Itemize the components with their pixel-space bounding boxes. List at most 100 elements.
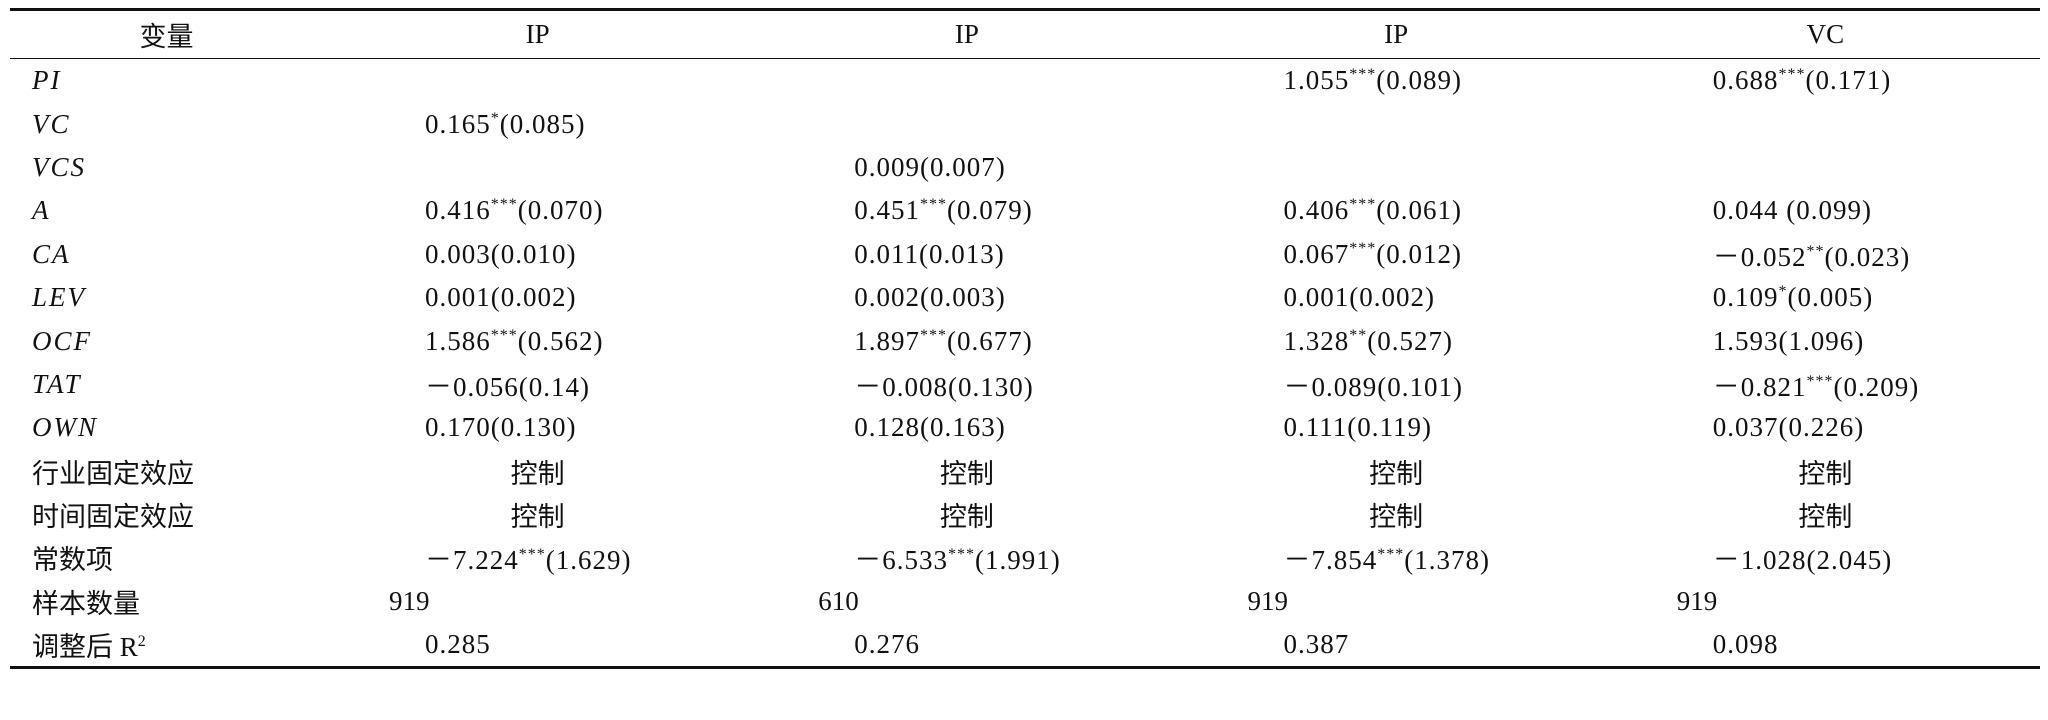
coefficient: －0.821 [1712,371,1807,402]
regression-table: 变量 IP IP IP VC PI 1.055***(0.089) 0.688***(0.1… [10,8,2040,669]
std-error: (1.629) [545,545,632,576]
significance: *** [920,326,947,344]
significance: ** [1349,326,1368,344]
value-cell: 0.285 [425,629,491,660]
value-cell: 控制 [939,502,994,533]
coefficient: 0.688 [1712,65,1779,96]
value-cell: 919 [1247,585,1289,616]
table-row: 时间固定效应 控制 控制 控制 控制 [10,493,2040,536]
label-text: 常数项 [32,545,113,576]
table-row: OCF 1.586***(0.562) 1.897***(0.677) 1.328**… [10,319,2040,362]
row-label: CA [10,233,323,276]
value-cell: 控制 [939,458,994,489]
value-cell: 919 [389,585,430,616]
std-error: (0.012) [1376,238,1462,269]
coefficient: 1.055 [1283,65,1350,96]
table-row: OWN 0.170(0.130) 0.128(0.163) 0.111(0.119) 0… [10,406,2040,449]
std-error: (0.209) [1833,371,1920,402]
std-error: (1.378) [1404,545,1490,576]
row-label: TAT [10,363,323,406]
significance: *** [490,326,518,344]
empty-cell [752,102,1181,145]
table-row: LEV 0.001(0.002) 0.002(0.003) 0.001(0.002) 0… [10,276,2040,319]
label-text: 时间固定效应 [32,502,194,533]
empty-cell [323,59,752,103]
empty-cell [323,146,752,189]
label-text: 样本数量 [32,588,140,619]
coefficient: －7.224 [425,545,519,576]
value-cell: 0.111(0.119) [1283,412,1432,443]
value-cell: －7.224***(1.629) [323,536,752,579]
row-label: VC [10,102,323,145]
table-row: 样本数量 919 610 919 919 [10,580,2040,623]
table-row: PI 1.055***(0.089) 0.688***(0.171) [10,59,2040,103]
std-error: (0.070) [517,195,604,226]
value-cell: 控制 [510,458,565,489]
label-text: 行业固定效应 [32,458,194,489]
table-row: VC 0.165*(0.085) [10,102,2040,145]
value-cell: －7.854***(1.378) [1182,536,1611,579]
row-label: A [10,189,323,232]
coefficient: 0.109 [1712,282,1779,313]
value-cell: 0.109*(0.005) [1611,276,2040,319]
value-cell: 0.002(0.003) [854,282,1006,313]
value-cell: －6.533***(1.991) [752,536,1181,579]
row-label: LEV [10,276,323,319]
value-cell: 0.001(0.002) [425,282,577,313]
label-text: VCS [32,151,87,182]
value-cell: －0.089(0.101) [1283,371,1463,402]
std-error: (0.527) [1367,325,1453,356]
coefficient: 0.067 [1283,238,1350,269]
label-text: TAT [32,368,82,399]
value-cell: 0.387 [1283,629,1350,660]
value-cell: 控制 [1369,458,1424,489]
label-text: CA [32,238,71,269]
coefficient: 0.416 [425,195,491,226]
header-cell: VC [1806,19,1845,49]
value-cell: －0.052**(0.023) [1611,233,2040,276]
value-cell: 0.688***(0.171) [1611,59,2040,103]
significance: * [490,109,500,127]
table-row: CA 0.003(0.010) 0.011(0.013) 0.067***(0.012… [10,233,2040,276]
value-cell: 1.586***(0.562) [323,319,752,362]
value-cell: 0.165*(0.085) [323,102,752,145]
value-cell: 0.170(0.130) [425,412,577,443]
table-row: 调整后 R2 0.285 0.276 0.387 0.098 [10,623,2040,668]
significance: *** [920,196,947,214]
table-wrap: 变量 IP IP IP VC PI 1.055***(0.089) 0.688***(0.1… [10,8,2040,669]
std-error: (0.079) [947,195,1033,226]
coefficient: 0.406 [1283,195,1350,226]
label-text: OCF [32,325,92,356]
value-cell: 610 [818,585,859,616]
coefficient: －7.854 [1283,545,1378,576]
value-cell: 0.011(0.013) [854,238,1005,269]
value-cell: 0.451***(0.079) [752,189,1181,232]
row-label: OWN [10,406,323,449]
row-label: 行业固定效应 [10,450,323,493]
value-cell: 0.098 [1712,629,1779,660]
empty-cell [752,59,1181,103]
label-text: VC [32,108,71,139]
row-label: PI [10,59,323,103]
value-cell: －0.056(0.14) [425,371,590,402]
table-row: TAT －0.056(0.14) －0.008(0.130) －0.089(0.101… [10,363,2040,406]
value-cell: 0.067***(0.012) [1182,233,1611,276]
empty-cell [1611,102,2040,145]
header-row: 变量 IP IP IP VC [10,9,2040,59]
label-text: OWN [32,412,98,443]
empty-cell [1182,146,1611,189]
std-error: (0.677) [947,325,1033,356]
label-superscript: 2 [137,633,146,651]
label-text: PI [32,65,62,96]
value-cell: 控制 [1798,458,1853,489]
value-cell: 0.001(0.002) [1283,282,1435,313]
value-cell: 0.406***(0.061) [1182,189,1611,232]
coefficient: 1.328 [1283,325,1350,356]
table-body: PI 1.055***(0.089) 0.688***(0.171) VC 0.165*… [10,59,2040,668]
value-cell: 控制 [510,502,565,533]
significance: *** [1377,546,1405,564]
value-cell: 1.055***(0.089) [1182,59,1611,103]
value-cell: 0.128(0.163) [854,412,1006,443]
row-label: OCF [10,319,323,362]
